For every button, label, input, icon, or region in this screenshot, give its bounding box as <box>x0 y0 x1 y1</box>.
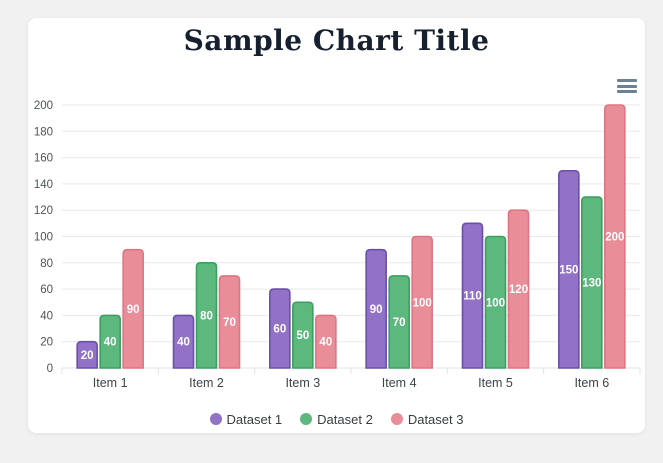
bar-value-label: 70 <box>393 317 406 329</box>
bar-dataset-3-item-4[interactable] <box>411 235 433 369</box>
bar-value-label: 130 <box>582 278 601 290</box>
legend-label: Dataset 2 <box>317 411 373 427</box>
bar-dataset-2-item-2[interactable] <box>195 262 218 369</box>
bar-value-label: 90 <box>127 304 140 316</box>
x-axis-category-label: Item 3 <box>285 376 320 390</box>
y-axis-tick-label: 0 <box>47 363 53 375</box>
legend-item-dataset-2[interactable]: Dataset 2 <box>300 412 373 427</box>
legend-marker-icon <box>390 413 403 425</box>
bar-value-label: 40 <box>104 337 117 349</box>
chart-card: Sample Chart Title 0 20 40 60 80 100 120 140 160… <box>28 18 645 433</box>
bar-dataset-1-item-2[interactable] <box>172 314 195 369</box>
bar-dataset-2-item-6[interactable] <box>581 196 603 369</box>
bar-value-label: 40 <box>319 337 332 349</box>
bar-value-label: 40 <box>177 337 190 349</box>
bar-dataset-3-item-3[interactable] <box>315 314 337 369</box>
y-axis-tick-label: 160 <box>34 153 53 165</box>
bar-dataset-1-item-6[interactable] <box>558 169 580 369</box>
bar-dataset-2-item-4[interactable] <box>388 275 410 369</box>
bar-value-label: 200 <box>605 232 624 244</box>
menu-icon-bar <box>617 90 637 93</box>
bar-dataset-3-item-2[interactable] <box>218 275 241 369</box>
bar-dataset-2-item-5[interactable] <box>484 235 507 369</box>
bar-dataset-1-item-5[interactable] <box>461 222 484 369</box>
bar-value-label: 150 <box>559 264 578 276</box>
chart-title: Sample Chart Title <box>183 24 490 57</box>
bar-value-label: 60 <box>273 324 286 336</box>
y-axis-tick-label: 80 <box>40 258 53 270</box>
legend-label: Dataset 1 <box>226 411 283 427</box>
bar-value-label: 50 <box>296 330 309 342</box>
y-axis-tick-label: 60 <box>40 284 53 296</box>
legend-marker-icon <box>300 413 313 425</box>
y-axis-tick-label: 180 <box>34 126 53 138</box>
bar-dataset-3-item-5[interactable] <box>507 209 530 369</box>
bar-value-label: 110 <box>463 291 482 303</box>
bar-value-label: 90 <box>370 304 383 316</box>
x-axis-category-label: Item 4 <box>382 376 417 390</box>
bar-dataset-1-item-1[interactable] <box>76 340 98 369</box>
menu-icon-bar <box>617 79 637 82</box>
bar-value-label: 120 <box>509 284 528 296</box>
bar-dataset-2-item-3[interactable] <box>292 301 314 369</box>
x-axis-category-label: Item 2 <box>189 376 224 390</box>
y-axis-tick-label: 100 <box>34 232 53 244</box>
y-axis-tick-label: 20 <box>40 337 53 349</box>
y-axis-tick-label: 200 <box>34 100 53 112</box>
x-axis-category-label: Item 6 <box>574 376 609 390</box>
bar-value-label: 20 <box>81 350 94 362</box>
bar-value-label: 70 <box>223 317 236 329</box>
bar-dataset-3-item-6[interactable] <box>604 104 626 369</box>
x-axis-category-label: Item 5 <box>478 376 513 390</box>
chart-legend: Dataset 1 Dataset 2 Dataset 3 <box>28 408 645 430</box>
menu-icon-bar <box>617 84 637 88</box>
bar-dataset-1-item-4[interactable] <box>365 248 387 369</box>
y-axis-tick-label: 40 <box>40 310 53 322</box>
bar-dataset-3-item-1[interactable] <box>122 248 144 369</box>
bar-value-label: 80 <box>200 310 213 322</box>
x-axis-category-label: Item 1 <box>93 376 128 390</box>
bar-dataset-1-item-3[interactable] <box>269 288 291 369</box>
legend-item-dataset-3[interactable]: Dataset 3 <box>390 411 464 427</box>
y-axis-tick-label: 140 <box>34 179 53 191</box>
y-axis-tick-label: 120 <box>34 205 53 217</box>
chart-canvas: 0 20 40 60 80 100 120 140 160 180 200 Item 1 Item 2 I… <box>34 100 641 390</box>
bar-value-label: 100 <box>486 297 505 309</box>
legend-marker-icon <box>209 413 222 425</box>
bar-dataset-2-item-1[interactable] <box>99 314 121 369</box>
legend-label: Dataset 3 <box>407 411 464 427</box>
bar-value-label: 100 <box>413 297 432 309</box>
legend-item-dataset-1[interactable]: Dataset 1 <box>209 411 283 427</box>
hamburger-menu-icon[interactable] <box>617 78 637 94</box>
